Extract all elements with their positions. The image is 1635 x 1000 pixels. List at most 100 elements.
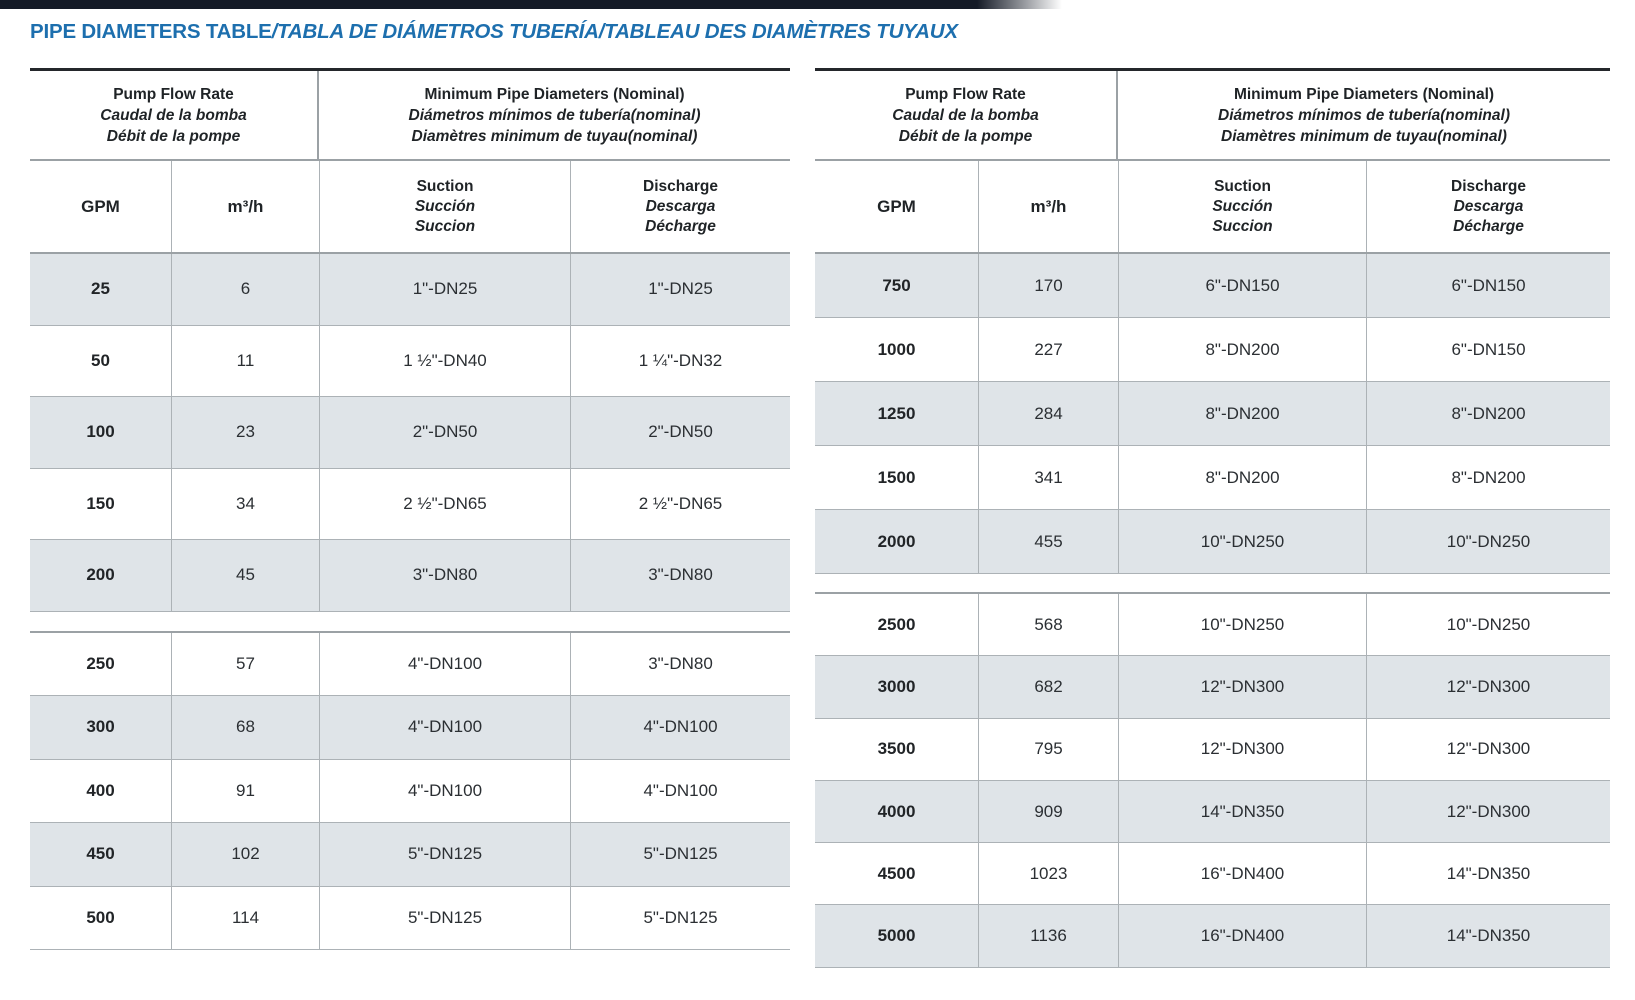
subheader-discharge: Discharge Descarga Décharge (1366, 161, 1610, 252)
cell-discharge-diameter: 14"-DN350 (1366, 905, 1610, 967)
cell-m3h: 68 (171, 696, 319, 759)
cell-gpm: 2500 (877, 614, 916, 634)
subheader-line-en: Suction (1214, 177, 1271, 195)
header-pump-flow-rate: Pump Flow Rate Caudal de la bomba Débit … (30, 71, 319, 159)
header-line-fr: Débit de la pompe (106, 127, 241, 145)
cell-gpm: 3500 (877, 739, 916, 759)
cell-discharge-diameter: 2 ½"-DN65 (570, 468, 790, 539)
cell-gpm: 450 (86, 844, 115, 864)
cell-discharge-diameter: 4"-DN100 (570, 759, 790, 822)
cell-m3h: 102 (171, 823, 319, 886)
cell-discharge-diameter: 14"-DN350 (1366, 843, 1610, 905)
table-row: 1000 227 8"-DN200 6"-DN150 (815, 318, 1610, 382)
cell-suction-diameter: 1 ½"-DN40 (319, 325, 570, 396)
subheader-line-fr: Succion (1212, 217, 1273, 235)
cell-gpm: 2000 (877, 531, 916, 551)
cell-discharge-diameter: 5"-DN125 (570, 823, 790, 886)
cell-gpm: 1250 (877, 403, 916, 423)
cell-m3h: 227 (978, 318, 1118, 381)
cell-m3h: 6 (171, 254, 319, 325)
cell-m3h: 795 (978, 718, 1118, 780)
cell-gpm: 150 (86, 493, 115, 513)
table-row: 300 68 4"-DN100 4"-DN100 (30, 696, 790, 760)
page-title: PIPE DIAMETERS TABLE/TABLA DE DIÁMETROS … (30, 20, 1330, 44)
cell-discharge-diameter: 12"-DN300 (1366, 718, 1610, 780)
cell-gpm: 400 (86, 780, 115, 800)
cell-suction-diameter: 5"-DN125 (319, 823, 570, 886)
cell-gpm: 4000 (877, 801, 916, 821)
cell-suction-diameter: 6"-DN150 (1118, 254, 1366, 317)
cell-m3h: 91 (171, 759, 319, 822)
page-title-translations: /TABLA DE DIÁMETROS TUBERÍA/TABLEAU DES … (271, 20, 958, 43)
cell-gpm: 5000 (877, 926, 916, 946)
cell-m3h: 682 (978, 656, 1118, 718)
header-pump-flow-rate: Pump Flow Rate Caudal de la bomba Débit … (815, 71, 1118, 159)
cell-m3h: 23 (171, 397, 319, 468)
table-row: 100 23 2"-DN50 2"-DN50 (30, 397, 790, 469)
table-row: 400 91 4"-DN100 4"-DN100 (30, 759, 790, 823)
cell-suction-diameter: 2 ½"-DN65 (319, 468, 570, 539)
table-row: 200 45 3"-DN80 3"-DN80 (30, 540, 790, 612)
cell-discharge-diameter: 10"-DN250 (1366, 594, 1610, 656)
cell-m3h: 170 (978, 254, 1118, 317)
subheader-suction: Suction Succión Succion (1118, 161, 1366, 252)
cell-suction-diameter: 12"-DN300 (1118, 656, 1366, 718)
cell-gpm: 1500 (877, 467, 916, 487)
table-row: 4000 909 14"-DN350 12"-DN300 (815, 780, 1610, 844)
column-header-row: GPM m³/h Suction Succión Succion Dischar… (815, 161, 1610, 254)
table-row: 1500 341 8"-DN200 8"-DN200 (815, 446, 1610, 510)
cell-m3h: 341 (978, 446, 1118, 509)
cell-m3h: 1136 (978, 905, 1118, 967)
header-line-en: Minimum Pipe Diameters (Nominal) (1233, 85, 1495, 103)
subheader-gpm: GPM (877, 196, 916, 216)
cell-gpm: 750 (882, 275, 911, 295)
column-header-row: GPM m³/h Suction Succión Succion Dischar… (30, 161, 790, 254)
cell-suction-diameter: 12"-DN300 (1118, 718, 1366, 780)
cell-gpm: 250 (86, 653, 115, 673)
cell-suction-diameter: 8"-DN200 (1118, 318, 1366, 381)
cell-discharge-diameter: 3"-DN80 (570, 632, 790, 695)
scan-edge-artifact (0, 0, 1062, 9)
subheader-line-en: Suction (416, 177, 474, 195)
table-section-2: 2500 568 10"-DN250 10"-DN250 3000 682 12… (815, 594, 1610, 968)
cell-m3h: 284 (978, 382, 1118, 445)
subheader-line-es: Descarga (645, 197, 716, 215)
subheader-line-en: Discharge (1451, 177, 1526, 195)
subheader-m3h: m³/h (978, 161, 1118, 252)
cell-discharge-diameter: 10"-DN250 (1366, 510, 1610, 573)
table-row: 4500 1023 16"-DN400 14"-DN350 (815, 843, 1610, 906)
cell-suction-diameter: 4"-DN100 (319, 759, 570, 822)
table-row: 2500 568 10"-DN250 10"-DN250 (815, 594, 1610, 657)
cell-m3h: 45 (171, 540, 319, 611)
cell-gpm: 4500 (877, 863, 916, 883)
cell-m3h: 909 (978, 780, 1118, 843)
cell-discharge-diameter: 6"-DN150 (1366, 254, 1610, 317)
cell-suction-diameter: 1"-DN25 (319, 254, 570, 325)
cell-gpm: 100 (86, 422, 115, 442)
header-line-fr: Débit de la pompe (898, 127, 1033, 145)
cell-gpm: 1000 (877, 339, 916, 359)
cell-discharge-diameter: 12"-DN300 (1366, 656, 1610, 718)
cell-m3h: 34 (171, 468, 319, 539)
cell-gpm: 200 (86, 565, 115, 585)
cell-gpm: 300 (86, 717, 115, 737)
table-row: 500 114 5"-DN125 5"-DN125 (30, 886, 790, 950)
cell-suction-diameter: 8"-DN200 (1118, 382, 1366, 445)
cell-discharge-diameter: 8"-DN200 (1366, 446, 1610, 509)
table-section-2: 250 57 4"-DN100 3"-DN80 300 68 4"-DN100 … (30, 632, 790, 950)
subheader-line-es: Descarga (1453, 197, 1524, 215)
header-line-es: Diámetros mínimos de tubería(nominal) (1218, 106, 1510, 124)
subheader-line-fr: Décharge (645, 217, 716, 235)
cell-suction-diameter: 16"-DN400 (1118, 905, 1366, 967)
header-line-es: Caudal de la bomba (100, 106, 247, 124)
cell-m3h: 11 (171, 325, 319, 396)
table-section-1: 25 6 1"-DN25 1"-DN25 50 11 1 ½"-DN40 1 ¼… (30, 254, 790, 612)
table-row: 50 11 1 ½"-DN40 1 ¼"-DN32 (30, 325, 790, 397)
subheader-line-en: Discharge (643, 177, 718, 195)
cell-gpm: 500 (86, 907, 115, 927)
page-title-en: PIPE DIAMETERS TABLE (30, 20, 272, 43)
subheader-suction: Suction Succión Succion (319, 161, 570, 252)
subheader-gpm: GPM (81, 196, 120, 216)
cell-suction-diameter: 16"-DN400 (1118, 843, 1366, 905)
cell-suction-diameter: 10"-DN250 (1118, 594, 1366, 656)
